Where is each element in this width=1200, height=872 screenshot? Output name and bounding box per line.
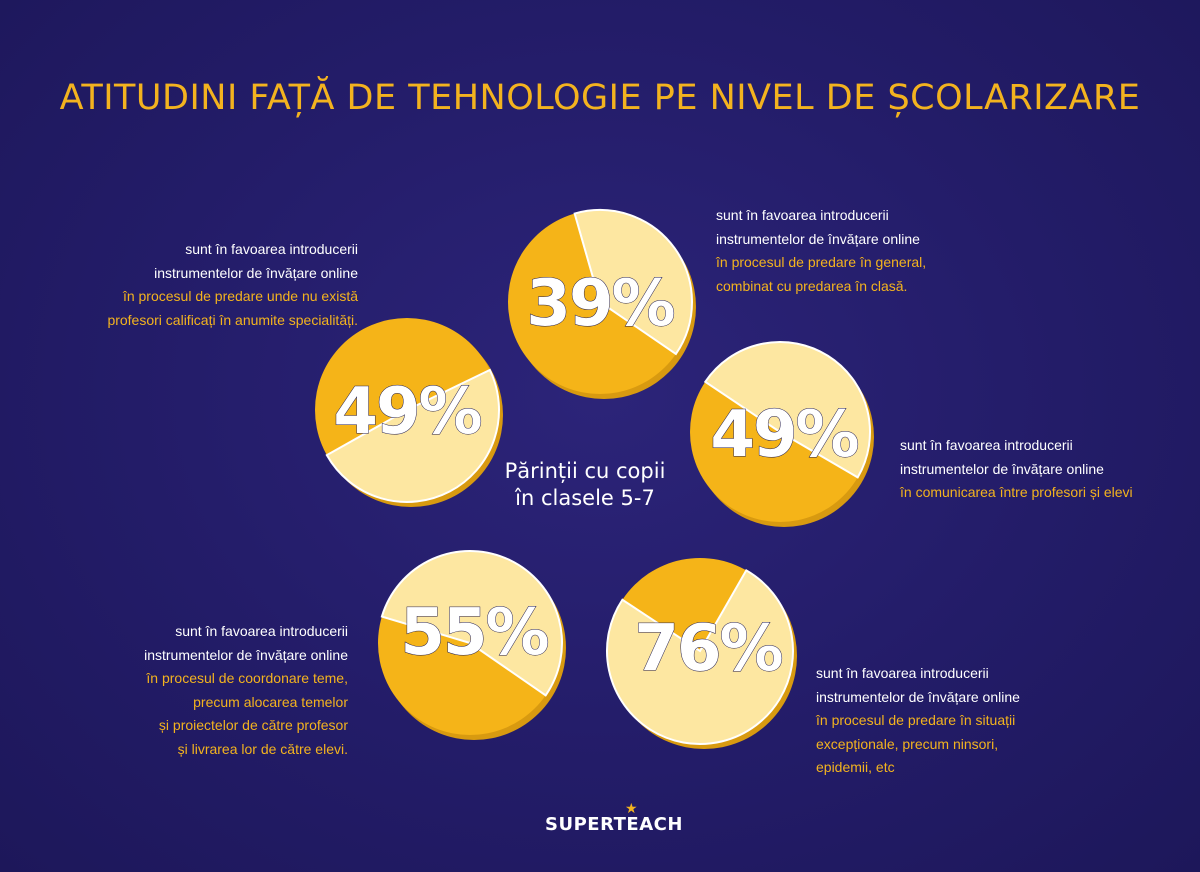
desc-76-line-2: instrumentelor de învățare online <box>816 688 1020 705</box>
center-label: Părinții cu copii în clasele 5-7 <box>470 458 700 512</box>
pie-slice-value <box>703 341 871 479</box>
desc-55-line-5: și proiectelor de către profesor <box>158 717 348 733</box>
pie-value-label: 39% <box>526 267 674 341</box>
desc-55-line-6: și livrarea lor de către elevi. <box>177 740 348 757</box>
desc-49l-line-2: instrumentelor de învățare online <box>154 264 358 281</box>
desc-49l-line-3: în procesul de predare unde nu există <box>122 288 358 304</box>
desc-39: sunt în favoarea introducerii instrument… <box>716 204 926 298</box>
center-label-line-1: Părinții cu copii <box>504 459 666 483</box>
pie-76: 76% <box>606 558 797 749</box>
pie-49-left: 49% <box>315 318 503 507</box>
pie-slice-value <box>606 568 794 745</box>
pie-slice-value <box>573 209 693 356</box>
pie-39: 39% <box>508 209 696 399</box>
center-label-line-2: în clasele 5-7 <box>515 486 655 510</box>
desc-76-line-4: excepționale, precum ninsori, <box>816 735 999 752</box>
desc-55-line-1: sunt în favoarea introducerii <box>175 623 348 639</box>
desc-49-left: sunt în favoarea introducerii instrument… <box>20 238 358 332</box>
desc-39-line-3: în procesul de predare în general, <box>716 254 927 270</box>
desc-76-line-1: sunt în favoarea introducerii <box>816 665 989 681</box>
pie-55: 55% <box>378 550 566 740</box>
desc-49r-line-1: sunt în favoarea introducerii <box>900 437 1073 453</box>
pie-value-label: 55% <box>400 596 548 670</box>
desc-49r-line-3: în comunicarea între profesori și elevi <box>900 484 1133 500</box>
desc-39-line-2: instrumentelor de învățare online <box>716 230 920 247</box>
desc-76-line-3: în procesul de predare în situații <box>816 712 1016 728</box>
pie-slice-value <box>325 368 500 503</box>
superteach-logo: ★ SUPERTEACH <box>545 800 682 838</box>
logo-text: SUPERTEACH <box>545 814 683 835</box>
pie-value-label: 49% <box>333 375 481 449</box>
star-icon: ★ <box>625 800 638 816</box>
desc-49l-line-1: sunt în favoarea introducerii <box>185 241 358 257</box>
pie-49-right: 49% <box>690 341 874 527</box>
desc-39-line-1: sunt în favoarea introducerii <box>716 207 889 223</box>
pie-value-label: 76% <box>634 612 782 686</box>
desc-49r-line-2: instrumentelor de învățare online <box>900 460 1104 477</box>
desc-49-right: sunt în favoarea introducerii instrument… <box>900 434 1133 505</box>
desc-39-line-4: combinat cu predarea în clasă. <box>716 277 908 294</box>
desc-49l-line-4: profesori calificați în anumite speciali… <box>107 311 358 328</box>
desc-55-line-4: precum alocarea temelor <box>193 693 348 710</box>
desc-76: sunt în favoarea introducerii instrument… <box>816 662 1020 780</box>
pie-value-label: 49% <box>710 398 858 472</box>
desc-76-line-5: epidemii, etc <box>816 759 895 775</box>
desc-55-line-3: în procesul de coordonare teme, <box>146 670 348 686</box>
desc-55: sunt în favoarea introducerii instrument… <box>20 620 348 761</box>
desc-55-line-2: instrumentelor de învățare online <box>144 646 348 663</box>
pie-slice-value <box>380 550 563 697</box>
page-title: ATITUDINI FAȚĂ DE TEHNOLOGIE PE NIVEL DE… <box>59 78 1141 118</box>
